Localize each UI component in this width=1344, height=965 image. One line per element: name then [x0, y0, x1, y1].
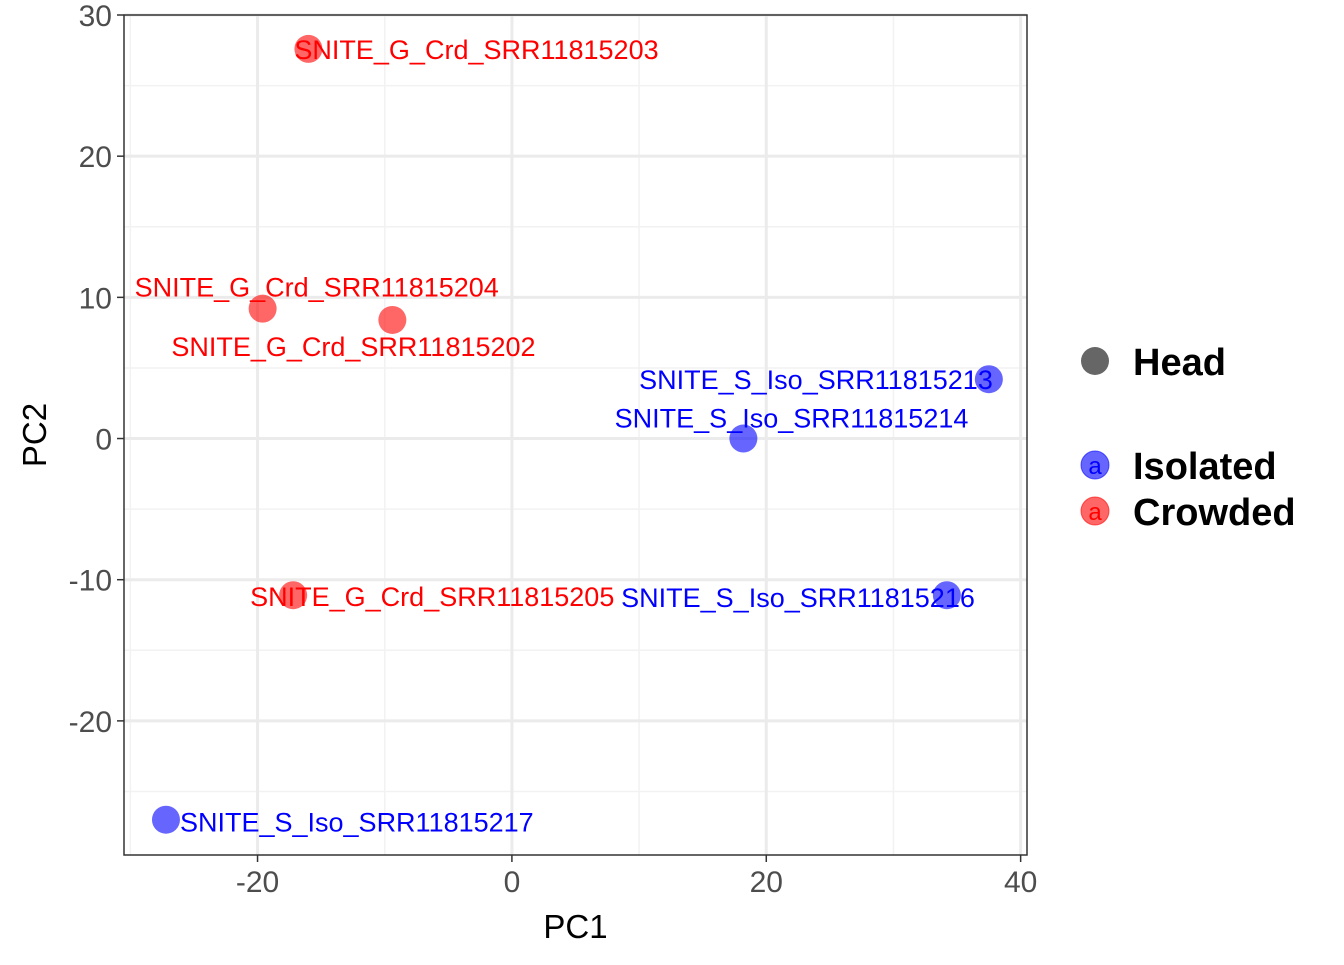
y-tick-label: -20: [69, 706, 112, 739]
legend-label: Crowded: [1133, 492, 1296, 534]
point-labels: SNITE_S_Iso_SRR11815213 SNITE_S_Iso_SRR11…: [135, 35, 993, 838]
data-point-crowded: [279, 581, 308, 610]
point-label-crowded: SNITE_G_Crd_SRR11815204: [135, 273, 499, 303]
data-point-isolated: [151, 805, 180, 834]
legend-label: Head: [1133, 342, 1226, 384]
y-axis-title: PC2: [16, 403, 53, 467]
point-label-isolated: SNITE_S_Iso_SRR11815214: [615, 404, 969, 434]
point-label-isolated: SNITE_S_Iso_SRR11815216: [621, 583, 975, 613]
x-tick-label: -20: [236, 866, 279, 899]
x-tick-label: 20: [750, 866, 783, 899]
y-tick-label: 0: [95, 424, 112, 457]
y-tick-label: -10: [69, 565, 112, 598]
y-tick-label: 10: [79, 282, 112, 315]
point-label-crowded: SNITE_G_Crd_SRR11815202: [171, 332, 535, 362]
point-label-crowded: SNITE_G_Crd_SRR11815203: [294, 35, 658, 65]
legend-key-glyph: a: [1088, 453, 1102, 480]
legend-label: Isolated: [1133, 446, 1277, 488]
point-label-crowded: SNITE_G_Crd_SRR11815205: [250, 582, 614, 612]
legend: Head a Isolated a Crowded: [1080, 342, 1296, 534]
y-tick-label: 20: [79, 141, 112, 174]
legend-color-key: [1080, 450, 1110, 480]
y-tick-label: 30: [79, 0, 112, 33]
data-point-crowded: [248, 294, 277, 323]
grid-lines: [124, 13, 1027, 855]
axes: -20 0 20 40 -20 -10 0 10 20 30 PC1 PC2: [16, 0, 1037, 945]
data-point-crowded: [378, 305, 407, 334]
data-point-isolated: [974, 365, 1003, 394]
data-point-crowded: [294, 34, 323, 63]
point-label-isolated: SNITE_S_Iso_SRR11815217: [180, 808, 534, 838]
panel-border: [123, 14, 1028, 856]
x-tick-label: 40: [1004, 866, 1037, 899]
legend-key-glyph: a: [1088, 499, 1102, 526]
legend-color-key: [1080, 496, 1110, 526]
data-points: [151, 34, 1003, 834]
data-point-isolated: [932, 581, 961, 610]
data-point-isolated: [729, 424, 758, 453]
point-label-isolated: SNITE_S_Iso_SRR11815213: [639, 365, 993, 395]
legend-shape-key: [1081, 347, 1109, 375]
x-tick-label: 0: [504, 866, 521, 899]
x-axis-title: PC1: [543, 908, 607, 945]
